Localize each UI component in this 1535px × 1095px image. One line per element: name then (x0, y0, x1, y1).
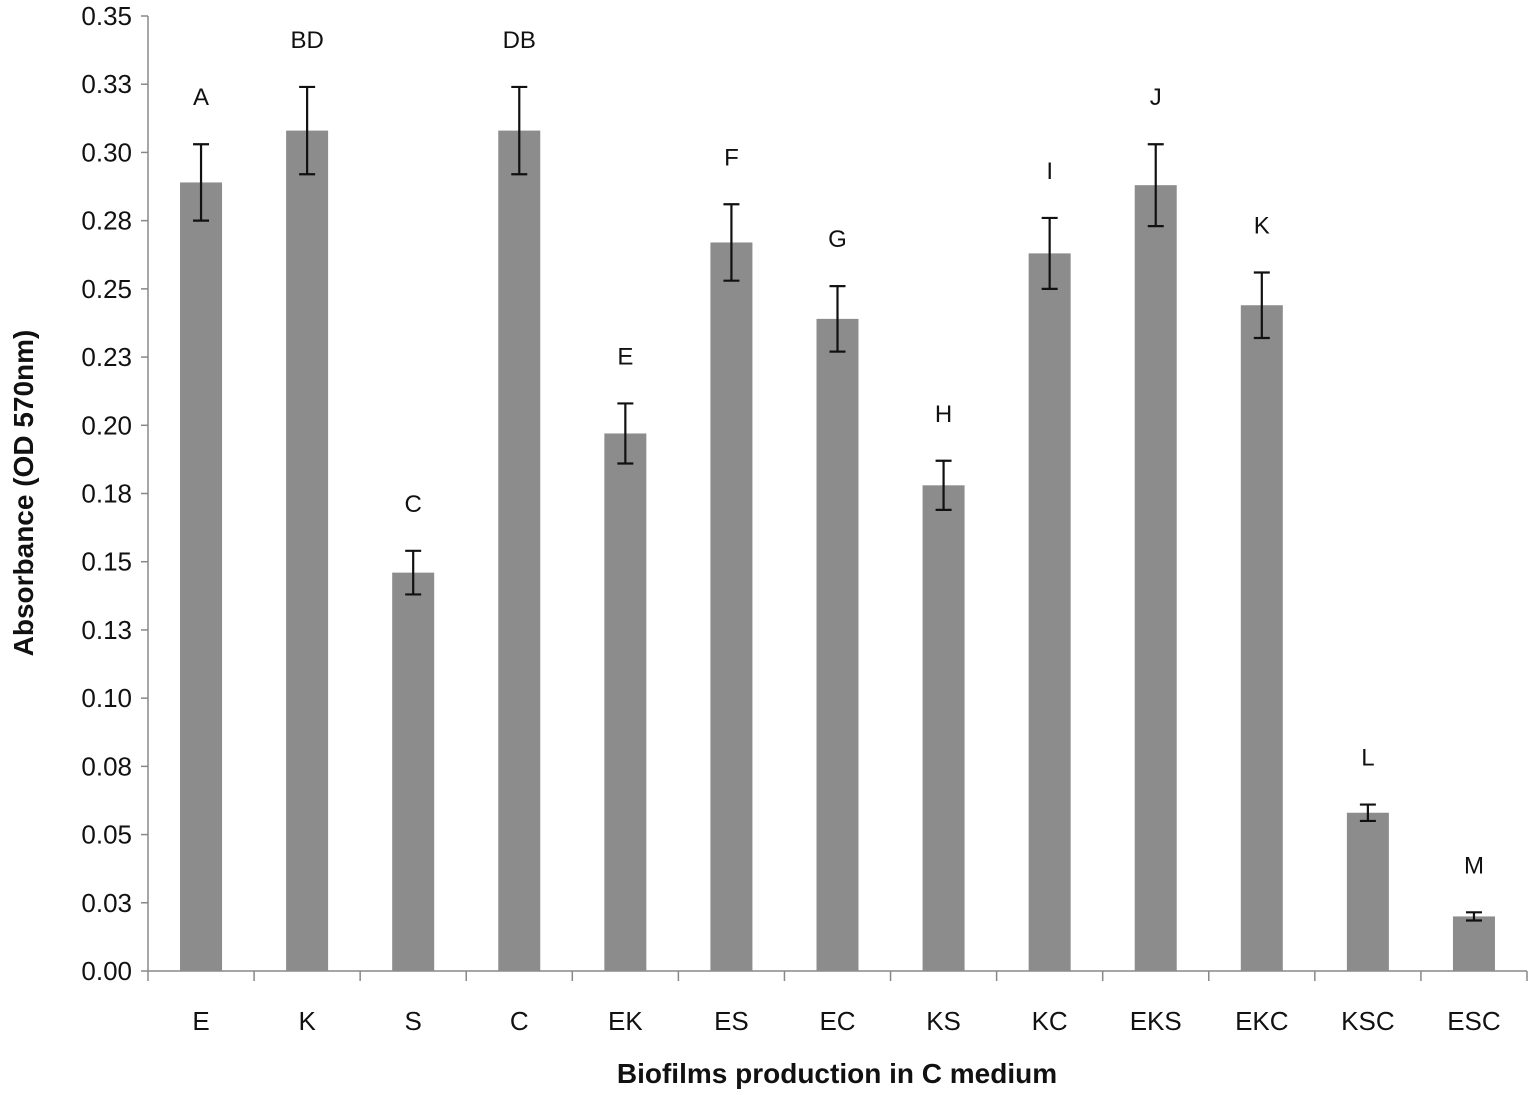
error-bar-ek (617, 402, 634, 465)
significance-letter: I (1046, 158, 1053, 185)
error-bar-k (299, 85, 316, 176)
y-tick-label: 0.25 (81, 274, 132, 304)
y-tick-label: 0.18 (81, 479, 132, 509)
significance-letter: L (1361, 745, 1374, 772)
significance-letter: C (405, 491, 422, 518)
significance-letter: G (828, 226, 847, 253)
x-tick-label: K (298, 1006, 316, 1036)
bar-es (710, 242, 753, 971)
y-tick-label: 0.08 (81, 751, 132, 781)
significance-letter: A (193, 84, 209, 111)
x-tick-label: KC (1032, 1006, 1068, 1036)
y-axis-title: Absorbance (OD 570nm) (8, 330, 39, 657)
x-tick-label: ESC (1447, 1006, 1500, 1036)
bar-ekc (1240, 305, 1283, 971)
bar-ek (604, 433, 647, 971)
significance-letter: K (1254, 212, 1270, 239)
x-tick-label: EK (608, 1006, 643, 1036)
significance-letter: M (1464, 852, 1484, 879)
x-axis-title: Biofilms production in C medium (617, 1058, 1057, 1089)
error-bar-eks (1147, 143, 1164, 228)
bar-esc (1452, 916, 1495, 971)
error-bar-ksc (1359, 803, 1376, 823)
significance-letter: E (617, 343, 633, 370)
x-tick-label: ES (714, 1006, 749, 1036)
y-tick-label: 0.20 (81, 410, 132, 440)
y-tick-label: 0.33 (81, 69, 132, 99)
y-tick-label: 0.00 (81, 956, 132, 986)
bars (180, 130, 1495, 972)
y-tick-label: 0.23 (81, 342, 132, 372)
error-bar-esc (1465, 911, 1482, 922)
x-tick-label: S (405, 1006, 422, 1036)
significance-letter: DB (503, 27, 536, 54)
error-bar-es (723, 203, 740, 282)
bar-k (286, 130, 329, 972)
bar-ks (922, 485, 965, 971)
y-tick-label: 0.28 (81, 206, 132, 236)
error-bars (193, 85, 1482, 922)
y-axis: 0.00 0.03 0.05 0.08 0.10 0.13 0.15 0.18 0.20 0.23… (81, 1, 149, 986)
bar-e (180, 182, 223, 971)
y-tick-label: 0.15 (81, 547, 132, 577)
x-tick-label: KS (926, 1006, 961, 1036)
error-bar-ks (935, 459, 952, 511)
bar-kc (1028, 253, 1071, 971)
y-tick-label: 0.35 (81, 1, 132, 31)
error-bar-kc (1041, 216, 1058, 290)
bar-ksc (1346, 812, 1389, 971)
y-tick-label: 0.30 (81, 137, 132, 167)
significance-letters: A BD C DB E F G H I J K L M (193, 27, 1484, 879)
bar-eks (1134, 185, 1177, 971)
error-bar-ekc (1253, 271, 1270, 340)
x-axis: E K S C EK ES EC KS KC EKS EKC KSC ESC (147, 970, 1528, 1036)
significance-letter: F (724, 144, 739, 171)
error-bar-e (193, 143, 210, 222)
y-tick-label: 0.05 (81, 820, 132, 850)
significance-letter: H (935, 401, 952, 428)
x-tick-label: EC (819, 1006, 855, 1036)
y-tick-label: 0.10 (81, 683, 132, 713)
error-bar-c (511, 85, 528, 176)
significance-letter: BD (290, 27, 323, 54)
y-tick-label: 0.03 (81, 888, 132, 918)
significance-letter: J (1150, 84, 1162, 111)
x-tick-label: KSC (1341, 1006, 1394, 1036)
x-tick-label: C (510, 1006, 529, 1036)
x-tick-label: E (192, 1006, 209, 1036)
bar-c (498, 130, 541, 972)
bar-ec (816, 318, 859, 971)
bar-s (392, 572, 435, 971)
error-bar-ec (829, 285, 846, 353)
x-tick-label: EKC (1235, 1006, 1288, 1036)
x-tick-label: EKS (1130, 1006, 1182, 1036)
y-tick-label: 0.13 (81, 615, 132, 645)
error-bar-s (405, 549, 422, 596)
